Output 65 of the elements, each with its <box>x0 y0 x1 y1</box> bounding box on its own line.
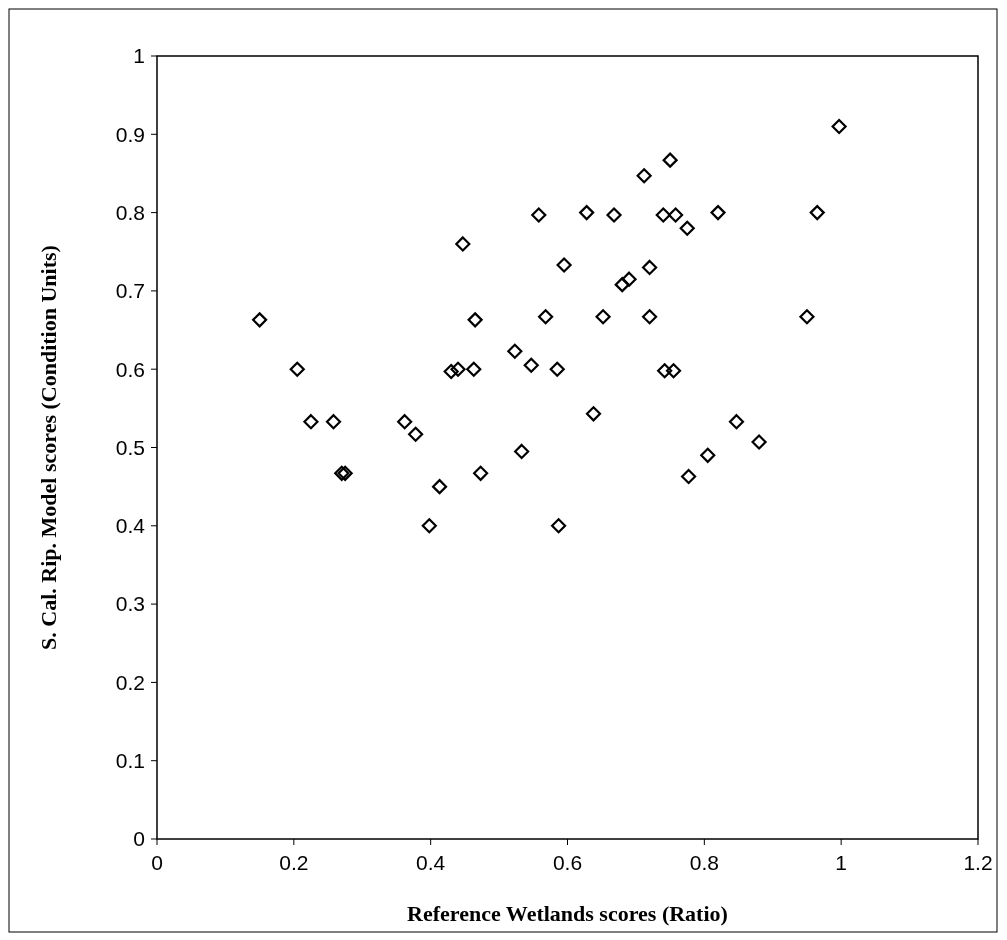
point <box>549 361 565 377</box>
point <box>662 152 678 168</box>
x-tick-label: 0.4 <box>416 851 446 874</box>
point <box>556 257 572 273</box>
x-tick-label: 0.8 <box>689 851 719 874</box>
point <box>621 271 637 287</box>
point <box>252 312 268 328</box>
y-tick-label: 0.1 <box>115 749 145 773</box>
point <box>642 309 658 325</box>
y-tick-label: 0.7 <box>115 279 145 303</box>
point <box>636 168 652 184</box>
x-tick-label: 0 <box>151 851 163 874</box>
x-tick-label: 0.6 <box>552 851 583 874</box>
point <box>614 277 630 293</box>
point <box>655 207 671 223</box>
point <box>831 118 847 135</box>
point <box>681 468 697 485</box>
point <box>507 343 523 359</box>
point <box>657 363 673 379</box>
point <box>642 259 658 276</box>
point <box>538 309 554 325</box>
point <box>595 309 611 325</box>
point <box>466 361 482 377</box>
x-tick-label: 1.2 <box>963 851 993 874</box>
point <box>450 361 466 377</box>
y-tick-label: 0.6 <box>115 357 145 381</box>
point <box>799 309 815 325</box>
y-tick-label: 1 <box>133 44 145 68</box>
point <box>809 205 825 221</box>
point <box>408 426 424 442</box>
y-tick-label: 0.4 <box>115 514 146 538</box>
point <box>679 220 695 236</box>
point <box>289 361 305 377</box>
y-tick-label: 0.2 <box>115 670 145 694</box>
y-tick-label: 0.8 <box>115 200 145 224</box>
point <box>668 207 684 223</box>
point <box>421 518 437 534</box>
point <box>514 443 530 460</box>
x-tick-label: 0.2 <box>279 851 309 874</box>
y-tick-label: 0.9 <box>115 122 145 146</box>
point <box>523 357 539 373</box>
point <box>473 465 489 481</box>
point <box>325 414 342 430</box>
point <box>455 236 471 252</box>
point <box>303 414 319 430</box>
point <box>531 207 547 223</box>
point <box>585 406 602 422</box>
point <box>579 205 595 221</box>
y-tick-label: 0 <box>133 827 145 851</box>
y-tick-label: 0.5 <box>115 435 145 459</box>
x-tick-label: 1 <box>835 851 848 874</box>
point <box>728 414 745 430</box>
point <box>606 207 622 223</box>
point <box>710 205 726 221</box>
point <box>397 414 413 430</box>
point <box>467 312 483 328</box>
point <box>443 363 459 380</box>
point <box>431 479 448 495</box>
y-axis-title: S. Cal. Rip. Model scores (Condition Units) <box>36 245 61 650</box>
point <box>551 518 567 534</box>
point <box>665 363 682 379</box>
x-axis-title: Reference Wetlands scores (Ratio) <box>407 901 728 926</box>
point <box>751 434 767 450</box>
y-tick-label: 0.3 <box>115 592 145 616</box>
point <box>700 447 716 463</box>
